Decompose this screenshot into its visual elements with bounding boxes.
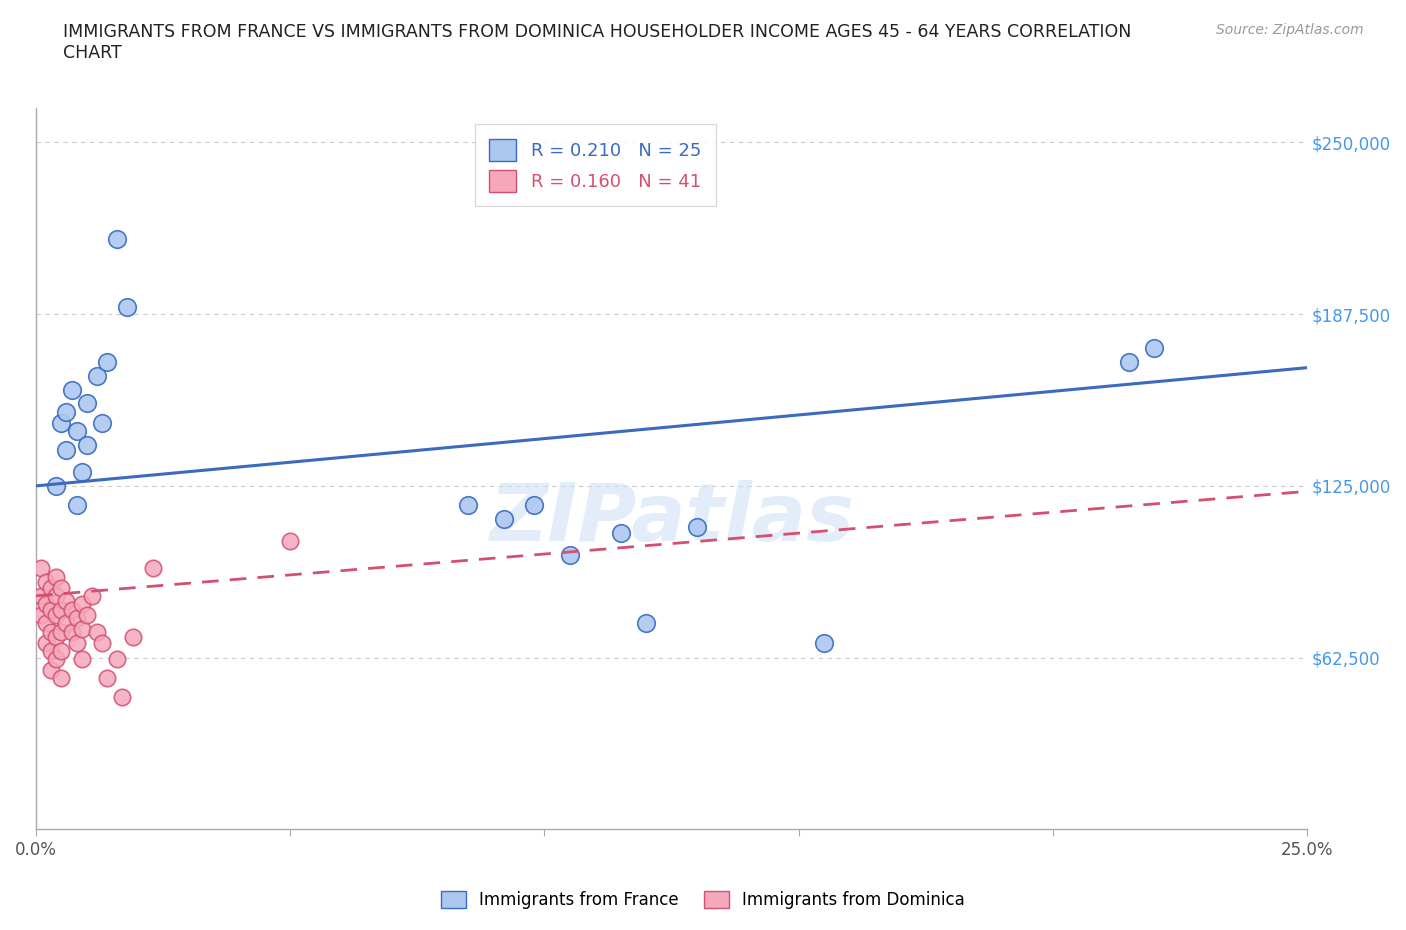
Point xyxy=(39,580,62,595)
Point xyxy=(65,610,87,625)
Point xyxy=(60,602,83,617)
Point xyxy=(39,602,62,617)
Point xyxy=(65,635,87,650)
Point xyxy=(39,624,62,639)
Point xyxy=(70,621,93,636)
Point xyxy=(45,652,67,667)
Point xyxy=(1143,341,1166,356)
Point xyxy=(35,616,58,631)
Point xyxy=(558,547,581,562)
Point xyxy=(35,575,58,590)
Point xyxy=(142,561,165,576)
Point xyxy=(35,635,58,650)
Point xyxy=(70,652,93,667)
Point xyxy=(609,525,631,540)
Point xyxy=(70,465,93,480)
Point xyxy=(60,382,83,397)
Point xyxy=(45,569,67,584)
Point xyxy=(76,437,98,452)
Point xyxy=(30,561,52,576)
Point xyxy=(51,580,73,595)
Point xyxy=(523,498,546,512)
Point xyxy=(65,423,87,438)
Point xyxy=(51,671,73,685)
Point xyxy=(86,624,108,639)
Point xyxy=(91,635,114,650)
Point xyxy=(492,512,515,526)
Point xyxy=(30,589,52,604)
Legend: R = 0.210   N = 25, R = 0.160   N = 41: R = 0.210 N = 25, R = 0.160 N = 41 xyxy=(475,125,716,206)
Legend: Immigrants from France, Immigrants from Dominica: Immigrants from France, Immigrants from … xyxy=(433,883,973,917)
Point xyxy=(76,396,98,411)
Point xyxy=(111,690,134,705)
Point xyxy=(117,299,139,314)
Point xyxy=(39,644,62,658)
Text: ZIPatlas: ZIPatlas xyxy=(489,480,853,558)
Point xyxy=(51,602,73,617)
Point xyxy=(686,520,709,535)
Point xyxy=(55,405,77,419)
Text: Source: ZipAtlas.com: Source: ZipAtlas.com xyxy=(1216,23,1364,37)
Point xyxy=(45,589,67,604)
Point xyxy=(30,607,52,622)
Text: IMMIGRANTS FROM FRANCE VS IMMIGRANTS FROM DOMINICA HOUSEHOLDER INCOME AGES 45 - : IMMIGRANTS FROM FRANCE VS IMMIGRANTS FRO… xyxy=(63,23,1132,62)
Point xyxy=(96,671,118,685)
Point xyxy=(76,607,98,622)
Point xyxy=(121,630,143,644)
Point xyxy=(91,415,114,430)
Point xyxy=(105,652,128,667)
Point xyxy=(65,498,87,512)
Point xyxy=(45,630,67,644)
Point xyxy=(70,597,93,612)
Point xyxy=(60,624,83,639)
Point xyxy=(278,534,301,549)
Point xyxy=(55,594,77,609)
Point xyxy=(1118,354,1140,369)
Point xyxy=(86,368,108,383)
Point xyxy=(51,624,73,639)
Point xyxy=(45,607,67,622)
Point xyxy=(35,597,58,612)
Point xyxy=(813,635,835,650)
Point xyxy=(51,644,73,658)
Point xyxy=(634,616,657,631)
Point xyxy=(55,616,77,631)
Point xyxy=(457,498,479,512)
Point xyxy=(45,478,67,493)
Point xyxy=(51,415,73,430)
Point xyxy=(105,231,128,246)
Point xyxy=(96,354,118,369)
Point xyxy=(80,589,103,604)
Point xyxy=(39,662,62,677)
Point xyxy=(55,443,77,458)
